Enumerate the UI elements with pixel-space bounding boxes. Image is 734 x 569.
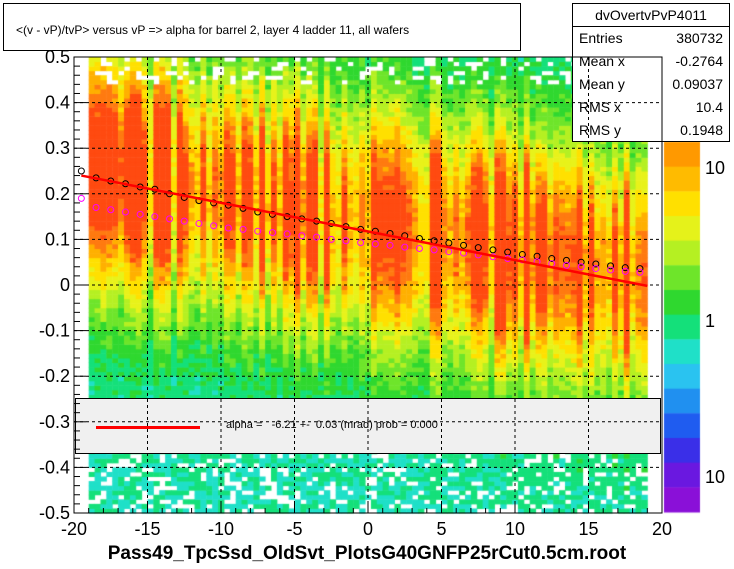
z-tick-label: 1 [705,311,715,331]
profile-point [298,232,306,240]
profile-point [474,244,482,252]
profile-point [445,248,453,256]
x-axis-title: Pass49_TpcSsd_OldSvt_PlotsG40GNFP25rCut0… [107,543,627,564]
profile-point [313,233,321,241]
profile-point [577,258,585,266]
x-tick-label: 0 [363,519,373,539]
profile-point [107,206,115,214]
profile-point [136,210,144,218]
profile-point [548,255,556,263]
profile-point [151,213,159,221]
profile-point [92,203,100,211]
profile-point [415,245,423,253]
stats-key: RMS y [579,122,621,138]
y-tick-label: -0.5 [39,503,70,523]
stats-key: Mean y [579,76,625,92]
fit-legend-line [96,426,200,429]
z-tick-label: 10 [705,158,725,178]
y-tick-label: -0.4 [39,457,70,477]
profile-point [592,260,600,268]
profile-point [445,239,453,247]
profile-point [607,262,615,270]
profile-point [195,219,203,227]
y-tick-label: 0.3 [45,138,70,158]
profile-point [533,252,541,260]
y-tick-label: 0 [60,275,70,295]
profile-point [430,246,438,254]
profile-point [166,215,174,223]
y-tick-label: -0.1 [39,321,70,341]
stats-value: 0.1948 [680,122,723,138]
profile-point [460,241,468,249]
profile-point [224,224,232,232]
x-tick-label: 15 [578,519,598,539]
stats-value: 0.09037 [672,76,723,92]
x-tick-label: 5 [436,519,446,539]
stats-value: -0.2764 [675,53,723,69]
y-tick-label: 0.5 [45,47,70,67]
x-tick-label: 10 [505,519,525,539]
profile-point [562,256,570,264]
profile-point [518,250,526,258]
x-tick-label: -10 [208,519,234,539]
profile-point [636,265,644,273]
profile-point [371,240,379,248]
x-tick-label: -5 [286,519,302,539]
profile-point [210,222,218,230]
profile-point [621,264,629,272]
stats-value: 380732 [676,30,723,46]
stats-row-mean-y: Mean y 0.09037 [573,73,729,95]
y-tick-label: -0.3 [39,412,70,432]
stats-box: dvOvertvPvP4011 Entries 380732 Mean x -0… [572,3,730,142]
profile-point [607,266,615,274]
profile-point [342,237,350,245]
profile-point [327,235,335,243]
stats-key: Entries [579,30,623,46]
stats-row-rms-y: RMS y 0.1948 [573,119,729,141]
plot-title: <(v - vP)/tvP> versus vP => alpha for ba… [16,23,410,37]
profile-point [254,227,262,235]
profile-point [283,230,291,238]
profile-point [504,248,512,256]
plot-title-box: <(v - vP)/tvP> versus vP => alpha for ba… [3,3,521,51]
z-tick-label: 10 [705,467,725,487]
y-tick-label: 0.4 [45,93,70,113]
profile-point [489,246,497,254]
profile-point [180,217,188,225]
y-tick-label: -0.2 [39,366,70,386]
stats-value: 10.4 [695,99,723,115]
stats-histogram-name: dvOvertvPvP4011 [573,4,729,27]
profile-point [121,208,129,216]
profile-point [77,194,85,202]
fit-line [81,174,648,288]
profile-point [77,167,85,175]
profile-point [636,268,644,276]
y-tick-label: 0.2 [45,184,70,204]
x-tick-label: -15 [134,519,160,539]
profile-point [621,267,629,275]
y-tick-label: 0.1 [45,229,70,249]
profile-point [386,241,394,249]
stats-row-entries: Entries 380732 [573,27,729,49]
profile-point [562,261,570,269]
x-tick-label: -20 [61,519,87,539]
profile-point [401,243,409,251]
profile-point [268,229,276,237]
profile-point [577,263,585,271]
profile-point [239,225,247,233]
profile-point [357,239,365,247]
x-tick-label: 20 [652,519,672,539]
profile-point [592,265,600,273]
